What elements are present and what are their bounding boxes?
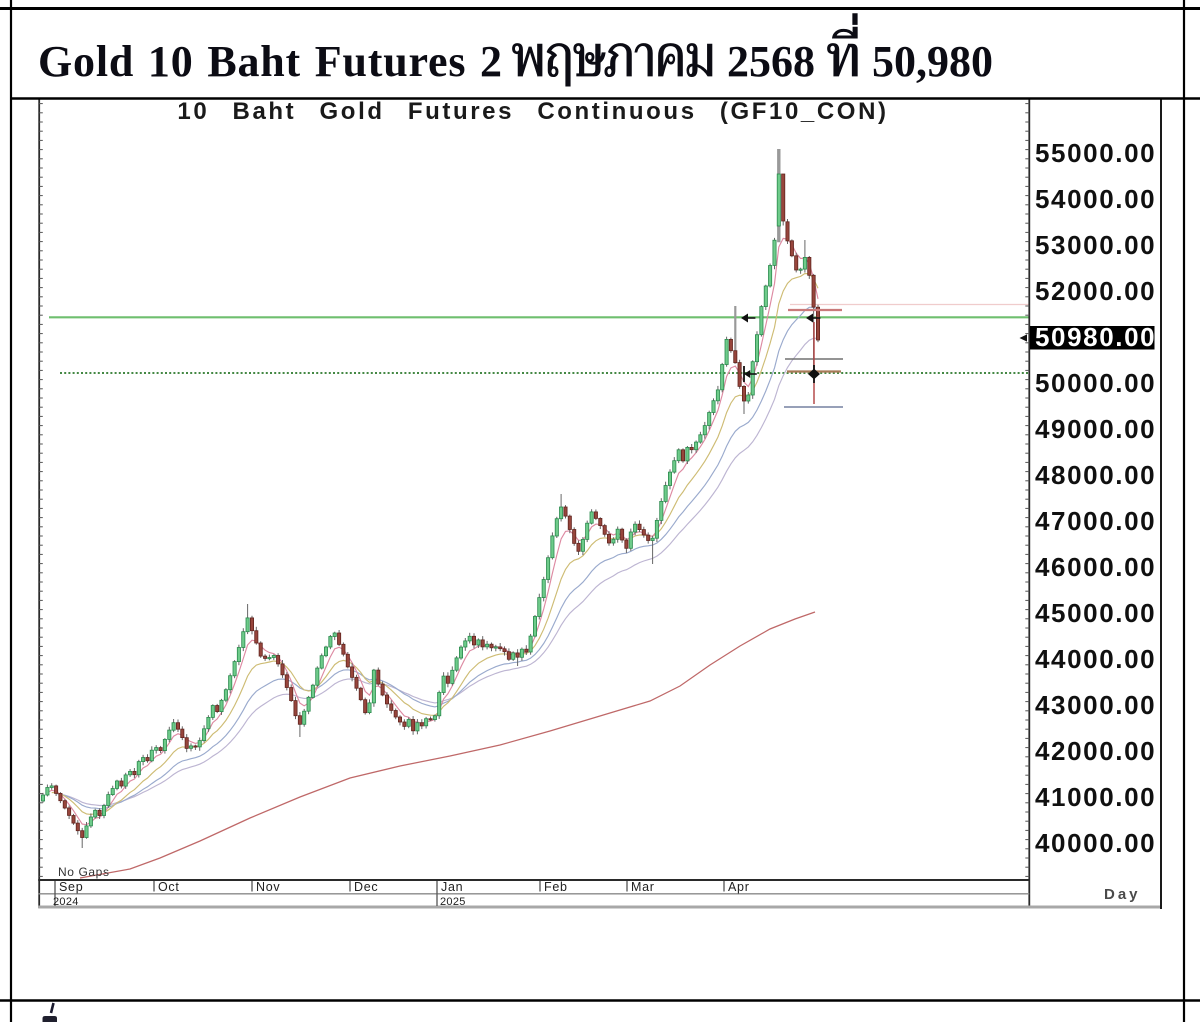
svg-text:54000.00: 54000.00 [1035, 184, 1156, 214]
svg-text:50000.00: 50000.00 [1035, 368, 1156, 398]
svg-text:Sep: Sep [59, 880, 83, 894]
svg-text:45000.00: 45000.00 [1035, 598, 1156, 628]
svg-text:48000.00: 48000.00 [1035, 460, 1156, 490]
svg-text:46000.00: 46000.00 [1035, 552, 1156, 582]
svg-text:52000.00: 52000.00 [1035, 276, 1156, 306]
svg-text:Dec: Dec [354, 880, 378, 894]
svg-text:55000.00: 55000.00 [1035, 138, 1156, 168]
svg-text:49000.00: 49000.00 [1035, 414, 1156, 444]
svg-text:2024: 2024 [53, 896, 79, 908]
svg-text:2568: 2568 [727, 37, 815, 86]
svg-text:Apr: Apr [728, 880, 750, 894]
svg-text:42000.00: 42000.00 [1035, 736, 1156, 766]
svg-text:53000.00: 53000.00 [1035, 230, 1156, 260]
svg-text:Gold 10 Baht Futures 2: Gold 10 Baht Futures 2 [38, 37, 503, 86]
svg-text:Jan: Jan [441, 880, 463, 894]
svg-text:Day: Day [1104, 886, 1141, 903]
svg-text:Nov: Nov [256, 880, 280, 894]
svg-text:No Gaps: No Gaps [58, 865, 110, 879]
svg-text:10 Baht Gold Futures Continuou: 10 Baht Gold Futures Continuous (GF10_CO… [177, 98, 888, 125]
svg-text:50980.00: 50980.00 [1035, 322, 1156, 352]
svg-text:Feb: Feb [544, 880, 568, 894]
svg-text:44000.00: 44000.00 [1035, 644, 1156, 674]
svg-text:47000.00: 47000.00 [1035, 506, 1156, 536]
svg-text:43000.00: 43000.00 [1035, 690, 1156, 720]
svg-text:2025: 2025 [440, 896, 466, 908]
svg-text:50,980: 50,980 [872, 37, 993, 86]
svg-text:41000.00: 41000.00 [1035, 782, 1156, 812]
svg-text:Oct: Oct [158, 880, 180, 894]
svg-text:40000.00: 40000.00 [1035, 828, 1156, 858]
svg-text:Mar: Mar [631, 880, 655, 894]
